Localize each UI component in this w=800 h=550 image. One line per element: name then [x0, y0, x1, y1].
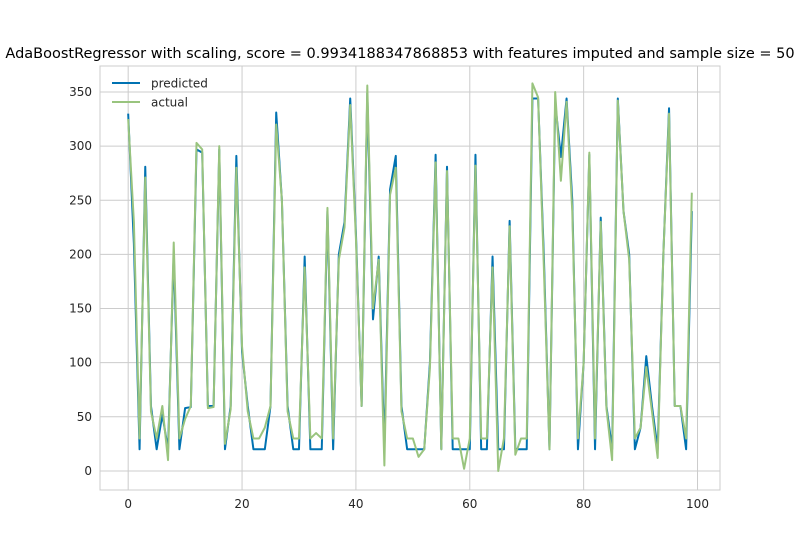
series-line-actual [127, 82, 693, 472]
legend-label-predicted: predicted [151, 77, 208, 91]
x-tick-label: 100 [686, 497, 709, 511]
x-tick-label: 20 [234, 497, 249, 511]
legend-label-actual: actual [151, 96, 188, 110]
x-tick-label: 80 [576, 497, 591, 511]
tick-layer: 0 20 40 60 80 100 0 50 100 150 200 250 300 350 [69, 85, 709, 511]
y-tick-label: 150 [69, 302, 92, 316]
legend: predicted actual [112, 77, 208, 110]
x-tick-label: 0 [124, 497, 132, 511]
y-tick-label: 0 [84, 464, 92, 478]
y-tick-label: 250 [69, 193, 92, 207]
series-layer [127, 82, 693, 472]
x-tick-label: 40 [348, 497, 363, 511]
y-tick-label: 100 [69, 356, 92, 370]
x-tick-label: 60 [462, 497, 477, 511]
y-tick-label: 50 [77, 410, 92, 424]
y-tick-label: 300 [69, 139, 92, 153]
chart-title: AdaBoostRegressor with scaling, score = … [5, 46, 794, 62]
y-tick-label: 200 [69, 247, 92, 261]
y-tick-label: 350 [69, 85, 92, 99]
